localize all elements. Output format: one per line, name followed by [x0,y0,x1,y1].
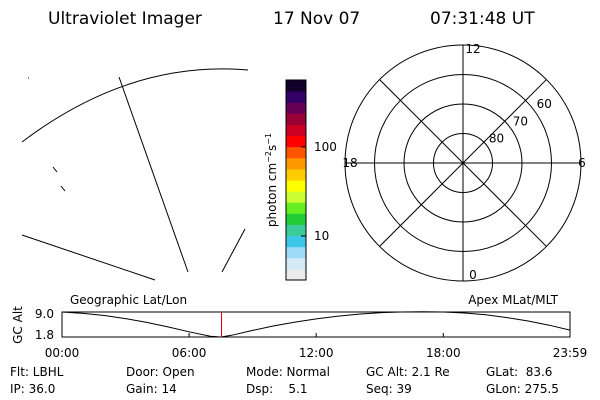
color-swatch [286,80,306,92]
map-line [60,185,66,192]
info-field: GLon: 275.5 [486,382,559,396]
color-swatch [286,246,306,259]
color-swatch [286,224,306,237]
y-tick-label: 1.8 [35,328,54,342]
colorbar-frame [285,79,307,281]
colorbar-tick-label: 100 [314,140,337,154]
y-axis-label: GC Alt [11,306,25,344]
label-text: s [265,145,279,151]
label-sup: −1 [264,133,273,145]
mlt-label: 18 [342,156,357,170]
chart-title-left: Geographic Lat/Lon [70,293,187,307]
x-tick-label: 00:00 [45,346,80,360]
x-tick-label: 12:00 [299,346,334,360]
info-field: GLat: 83.6 [486,365,552,379]
info-field: GC Alt: 2.1 Re [366,365,450,379]
label-text: photon cm [265,163,279,227]
color-swatch [286,180,306,192]
map-line [21,234,156,281]
lat-label: 60 [537,97,552,111]
mlt-label: 6 [578,156,586,170]
x-tick-label: 23:59 [553,346,588,360]
color-swatch [286,124,306,137]
info-field: Mode: Normal [246,365,330,379]
lat-ring [403,103,523,223]
lat-label: 80 [489,132,504,146]
color-swatch [286,268,306,281]
color-swatch [286,146,306,159]
colorbar-tick-label: 10 [314,229,329,243]
altitude-chart: Geographic Lat/Lon Apex MLat/MLT GC Alt 1.8… [11,293,587,360]
chart-title-right: Apex MLat/MLT [468,293,558,307]
title: Ultraviolet Imager [48,9,202,29]
mlt-label: 0 [469,268,477,282]
map-line [118,76,189,273]
altitude-line [61,311,571,338]
lat-ring [433,133,493,193]
x-tick-label: 18:00 [426,346,461,360]
info-field: Door: Open [126,365,195,379]
mlt-label: 12 [465,42,480,56]
colorbar-label: photon cm−2s−1 [264,133,279,227]
map-line [52,166,58,173]
color-swatch [286,91,306,103]
color-swatch [286,168,306,181]
map-limb [21,68,249,143]
time: 07:31:48 UT [430,9,535,29]
color-swatch [286,191,306,203]
map-line [221,228,246,273]
info-field: Seq: 39 [366,382,412,396]
polar-plot: 60 70 80 0 6 12 18 [342,42,585,282]
color-swatch [286,235,306,248]
color-swatch [286,202,306,214]
colorbar: 10 100 [285,79,337,281]
info-field: IP: 36.0 [10,382,55,396]
x-tick-label: 06:00 [172,346,207,360]
color-swatch [286,135,306,148]
info-panel: Flt: LBHL Door: Open Mode: Normal GC Alt: 2… [10,365,559,396]
info-field: Flt: LBHL [10,365,64,379]
color-swatch [286,102,306,114]
color-swatch [286,113,306,125]
lat-ring [374,74,552,252]
geographic-map [21,68,249,281]
color-swatch [286,157,306,170]
info-field: Dsp: 5.1 [246,382,308,396]
color-swatch [286,257,306,270]
lat-label: 70 [513,114,528,128]
date: 17 Nov 07 [273,9,360,29]
y-tick-label: 9.0 [35,307,54,321]
label-sup: −2 [264,151,273,163]
color-swatch [286,213,306,225]
info-field: Gain: 14 [126,382,177,396]
